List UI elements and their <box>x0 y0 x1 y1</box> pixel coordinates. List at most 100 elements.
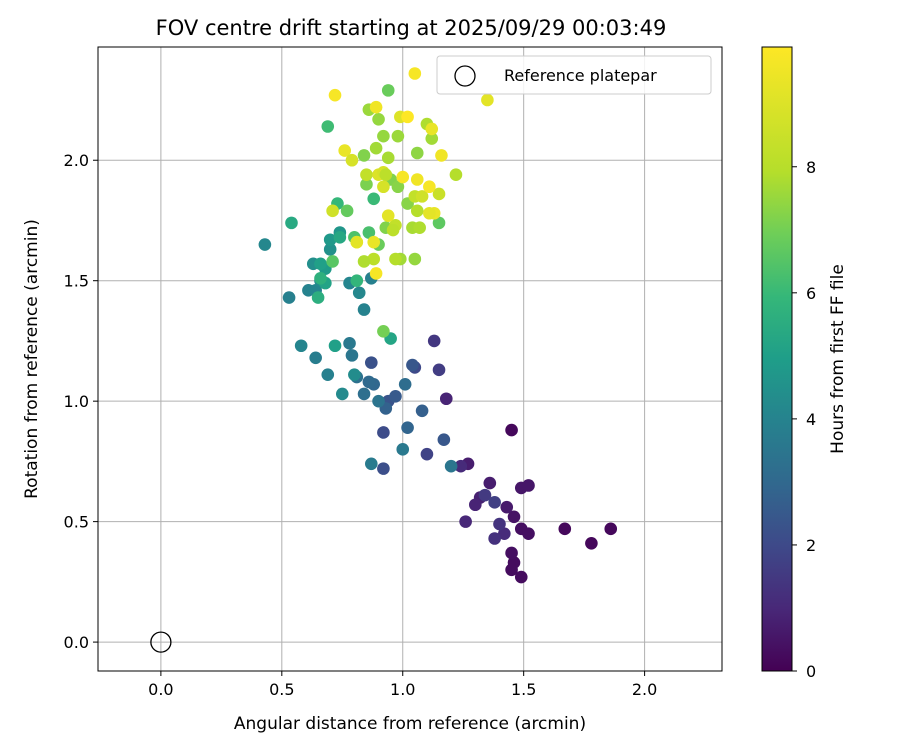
data-point <box>558 522 572 536</box>
data-point <box>367 252 381 266</box>
y-tick-label: 1.0 <box>64 392 89 411</box>
colorbar: 0 2 4 6 8 Hours from first FF file <box>761 46 848 681</box>
data-point <box>449 168 463 181</box>
data-point <box>321 368 335 381</box>
data-point <box>478 488 492 502</box>
data-point <box>389 390 402 403</box>
x-tick-label: 0.5 <box>269 680 294 699</box>
data-point <box>345 153 359 167</box>
data-point <box>415 404 429 418</box>
data-point <box>357 255 371 268</box>
data-point <box>425 122 439 136</box>
reference-layer <box>150 631 172 653</box>
data-point <box>372 112 385 126</box>
data-point <box>350 235 364 249</box>
data-point <box>282 291 296 304</box>
data-point <box>439 392 453 406</box>
data-point <box>258 238 272 251</box>
data-point <box>396 443 410 456</box>
data-point <box>413 221 426 234</box>
y-tick-label: 2.0 <box>64 151 89 170</box>
data-point <box>350 274 364 287</box>
data-point <box>367 192 381 206</box>
data-point <box>377 180 390 194</box>
colorbar-frame <box>761 46 793 672</box>
x-tick-label: 1.5 <box>511 680 536 699</box>
data-point <box>401 421 414 434</box>
legend-marker-circle <box>454 65 476 87</box>
colorbar-tick-label: 6 <box>806 284 816 303</box>
data-point <box>314 257 327 271</box>
reference-platepar-marker <box>150 631 172 653</box>
data-point <box>348 368 361 381</box>
y-tick-label: 1.5 <box>64 272 89 291</box>
data-point <box>522 479 535 492</box>
data-point <box>379 168 393 181</box>
data-point <box>360 178 373 191</box>
legend-entry-reference-platepar: Reference platepar <box>504 66 657 85</box>
data-point <box>507 510 521 524</box>
data-point <box>398 377 412 391</box>
y-tick-label: 0.0 <box>64 633 89 652</box>
data-point <box>377 324 390 338</box>
data-point <box>522 527 535 540</box>
data-point <box>362 226 376 239</box>
data-point <box>483 476 497 490</box>
data-point <box>360 168 373 181</box>
data-point <box>410 146 424 160</box>
data-point <box>333 231 347 244</box>
colorbar-label: Hours from first FF file <box>828 264 848 454</box>
data-point <box>381 209 395 222</box>
data-point <box>488 532 501 545</box>
data-point <box>391 129 405 143</box>
data-point <box>488 496 501 509</box>
data-point <box>369 141 383 155</box>
colorbar-tick-label: 0 <box>806 662 816 681</box>
data-point <box>369 267 383 280</box>
data-point <box>311 291 325 304</box>
x-axis-ticks: 0.0 0.5 1.0 1.5 2.0 <box>148 671 657 699</box>
data-point <box>420 447 434 461</box>
data-point <box>323 243 337 256</box>
data-point <box>432 363 446 377</box>
data-point <box>367 235 381 249</box>
y-tick-label: 0.5 <box>64 513 89 532</box>
y-axis-label: Rotation from reference (arcmin) <box>22 219 42 499</box>
data-point <box>437 433 451 447</box>
data-point <box>309 351 322 365</box>
colorbar-gradient <box>762 47 792 671</box>
data-point <box>369 100 383 114</box>
data-point <box>459 515 472 528</box>
colorbar-tick-label: 2 <box>806 536 816 555</box>
data-point <box>406 358 419 372</box>
data-point <box>410 173 424 186</box>
data-point <box>362 375 376 389</box>
data-point <box>343 337 356 350</box>
data-point <box>425 132 439 145</box>
legend-box <box>436 55 712 95</box>
data-point <box>340 204 354 218</box>
data-point <box>381 84 395 97</box>
data-point <box>381 151 395 165</box>
data-point <box>386 223 400 237</box>
data-point <box>585 537 598 550</box>
data-point <box>408 67 422 80</box>
data-point <box>427 334 441 348</box>
data-point <box>481 93 494 107</box>
data-point <box>345 349 359 362</box>
colorbar-tick-label: 8 <box>806 158 816 177</box>
data-point <box>314 271 327 285</box>
chart-title: FOV centre drift starting at 2025/09/29 … <box>156 16 667 40</box>
data-point <box>514 570 528 584</box>
data-point <box>294 339 308 353</box>
data-point <box>328 88 342 102</box>
data-point <box>505 546 518 560</box>
legend: Reference platepar <box>436 55 712 95</box>
data-point <box>410 204 424 218</box>
data-point <box>328 339 342 353</box>
data-point <box>498 527 511 540</box>
data-point <box>500 500 514 514</box>
colorbar-ticks: 0 2 4 6 8 <box>792 158 816 681</box>
data-point <box>285 216 298 230</box>
grid <box>98 47 722 671</box>
